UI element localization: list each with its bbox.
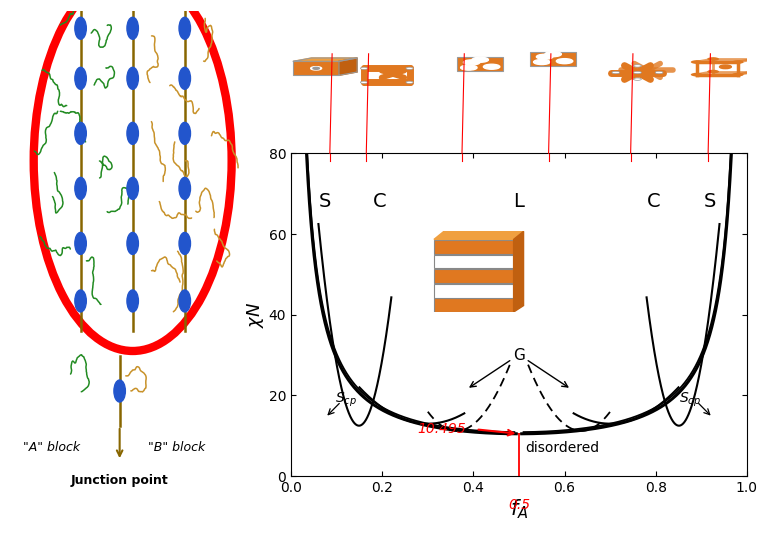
Circle shape: [472, 57, 489, 62]
Circle shape: [534, 60, 550, 65]
Circle shape: [75, 17, 87, 39]
Bar: [293, 61, 339, 75]
Circle shape: [179, 290, 191, 312]
Text: 10.495: 10.495: [417, 421, 466, 436]
Circle shape: [127, 178, 139, 200]
Circle shape: [483, 64, 500, 69]
Circle shape: [655, 72, 663, 74]
Circle shape: [179, 67, 191, 89]
Circle shape: [313, 67, 319, 69]
Circle shape: [719, 65, 732, 69]
Bar: [457, 57, 503, 71]
Circle shape: [707, 70, 719, 73]
FancyBboxPatch shape: [434, 240, 514, 254]
Circle shape: [536, 54, 553, 59]
Circle shape: [633, 65, 641, 67]
Circle shape: [406, 81, 413, 83]
Circle shape: [360, 67, 368, 69]
Circle shape: [691, 60, 702, 64]
Text: "B" block: "B" block: [149, 441, 205, 454]
Y-axis label: $\chi N$: $\chi N$: [245, 301, 266, 328]
Circle shape: [75, 178, 87, 200]
Circle shape: [556, 59, 573, 63]
Polygon shape: [293, 58, 357, 61]
Circle shape: [179, 232, 191, 254]
FancyBboxPatch shape: [434, 298, 514, 312]
Text: 0.5: 0.5: [508, 498, 530, 512]
Circle shape: [732, 73, 744, 76]
Circle shape: [633, 78, 641, 80]
Circle shape: [75, 290, 87, 312]
Circle shape: [748, 57, 760, 61]
Bar: [530, 52, 576, 66]
Polygon shape: [434, 231, 524, 239]
Text: C: C: [373, 192, 387, 211]
Circle shape: [179, 17, 191, 39]
X-axis label: $f_A$: $f_A$: [510, 498, 528, 521]
Text: disordered: disordered: [525, 441, 599, 455]
FancyBboxPatch shape: [434, 270, 514, 283]
Text: Junction point: Junction point: [70, 473, 169, 486]
Text: L: L: [513, 192, 525, 211]
Text: S: S: [319, 192, 332, 211]
Circle shape: [75, 232, 87, 254]
Circle shape: [127, 290, 139, 312]
Text: S: S: [704, 192, 716, 211]
Circle shape: [460, 65, 477, 70]
Circle shape: [34, 0, 231, 351]
Circle shape: [311, 67, 322, 70]
Circle shape: [114, 380, 126, 402]
Circle shape: [707, 57, 719, 61]
Circle shape: [691, 73, 702, 76]
Circle shape: [748, 70, 760, 73]
Circle shape: [463, 60, 480, 65]
Circle shape: [127, 232, 139, 254]
Circle shape: [179, 122, 191, 144]
Circle shape: [179, 178, 191, 200]
Text: G: G: [513, 348, 525, 363]
Text: $S_{cp}$: $S_{cp}$: [679, 390, 701, 409]
Circle shape: [75, 67, 87, 89]
Circle shape: [127, 17, 139, 39]
Text: "A" block: "A" block: [24, 441, 80, 454]
Circle shape: [612, 72, 620, 74]
Circle shape: [127, 67, 139, 89]
Circle shape: [732, 60, 744, 64]
Circle shape: [360, 81, 368, 83]
Circle shape: [406, 67, 413, 69]
Circle shape: [127, 122, 139, 144]
Polygon shape: [514, 231, 524, 312]
Circle shape: [75, 122, 87, 144]
Polygon shape: [339, 58, 357, 75]
Text: $S_{cp}$: $S_{cp}$: [335, 390, 357, 409]
Circle shape: [545, 52, 561, 56]
FancyBboxPatch shape: [434, 284, 514, 298]
Text: C: C: [647, 192, 660, 211]
FancyBboxPatch shape: [434, 255, 514, 268]
Circle shape: [633, 72, 641, 74]
